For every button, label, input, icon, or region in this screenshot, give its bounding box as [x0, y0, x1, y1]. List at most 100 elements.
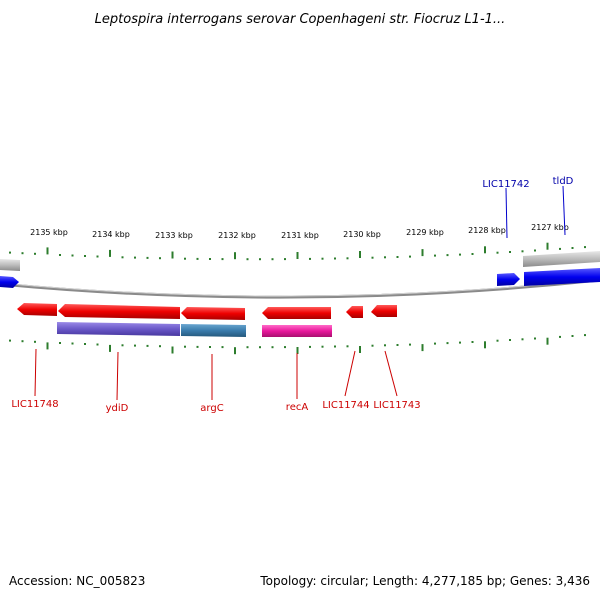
reverse-gene-argC[interactable] [181, 307, 245, 320]
minor-tick [584, 334, 586, 337]
minor-tick [434, 254, 436, 257]
minor-tick [559, 247, 561, 250]
minor-tick [459, 341, 461, 344]
feature-bar-teal [181, 324, 246, 337]
minor-tick [209, 258, 211, 260]
tick-row-bottom [9, 334, 586, 355]
minor-tick [371, 344, 374, 347]
minor-tick [9, 251, 11, 254]
forward-gene-arrow-left [0, 276, 19, 288]
minor-tick [159, 345, 161, 348]
kbp-label-2128: 2128 kbp [468, 226, 506, 235]
gene-label-lic11748[interactable]: LIC11748 [11, 399, 58, 410]
minor-tick [534, 337, 536, 340]
minor-tick [371, 256, 374, 259]
minor-tick [246, 258, 249, 261]
gene-label-ydiD[interactable]: ydiD [106, 403, 129, 414]
kbp-label-2131: 2131 kbp [281, 231, 319, 240]
kbp-label-2129: 2129 kbp [406, 228, 444, 237]
minor-tick [271, 258, 274, 261]
minor-tick [59, 254, 61, 256]
gene-label-recA[interactable]: recA [286, 402, 309, 413]
minor-tick [471, 341, 474, 343]
leader-line-tldD [562, 185, 566, 236]
kbp-label-2135: 2135 kbp [30, 228, 68, 237]
minor-tick [246, 346, 249, 349]
minor-tick [146, 256, 149, 259]
minor-tick [34, 252, 36, 255]
minor-tick [534, 249, 536, 252]
minor-tick [209, 346, 211, 348]
minor-tick [121, 256, 124, 259]
minor-tick [96, 343, 99, 346]
reverse-gene-lic11743[interactable] [371, 305, 397, 317]
leader-line-lic11742 [505, 187, 508, 239]
minor-tick [521, 338, 524, 341]
major-tick [546, 337, 549, 345]
minor-tick [446, 342, 449, 345]
reverse-gene-ydiD[interactable] [58, 304, 180, 319]
minor-tick [159, 257, 161, 260]
minor-tick [134, 344, 136, 347]
minor-tick [259, 346, 261, 349]
leader-line-ydiD [116, 351, 119, 401]
reverse-gene-recA[interactable] [262, 307, 331, 319]
minor-tick [221, 346, 224, 349]
minor-tick [59, 342, 61, 344]
gene-label-lic11744[interactable]: LIC11744 [322, 400, 369, 411]
gray-feature-right [523, 251, 600, 267]
minor-tick [496, 251, 499, 254]
gene-label-argC[interactable]: argC [200, 403, 223, 414]
minor-tick [571, 335, 574, 337]
major-tick [46, 247, 49, 255]
leader-line-lic11748 [34, 348, 37, 397]
major-tick [234, 252, 236, 260]
minor-tick [121, 344, 124, 347]
major-tick [109, 249, 111, 257]
forward-gene-lic11742[interactable] [497, 273, 520, 286]
minor-tick [334, 345, 336, 348]
minor-tick [459, 253, 461, 256]
gray-feature-left [0, 259, 20, 271]
minor-tick [396, 344, 399, 346]
minor-tick [146, 344, 149, 347]
minor-tick [9, 339, 11, 342]
major-tick [546, 242, 549, 250]
minor-tick [346, 257, 349, 260]
summary-text: Topology: circular; Length: 4,277,185 bp… [260, 574, 590, 588]
major-tick [171, 346, 174, 354]
minor-tick [134, 256, 136, 259]
minor-tick [409, 343, 411, 346]
forward-gene-tldD[interactable] [524, 268, 600, 286]
gene-label-lic11742[interactable]: LIC11742 [482, 179, 529, 190]
minor-tick [84, 255, 86, 257]
major-tick [421, 249, 424, 257]
major-tick [359, 251, 361, 258]
kbp-label-2130: 2130 kbp [343, 230, 381, 239]
minor-tick [584, 246, 586, 249]
minor-tick [309, 257, 311, 260]
major-tick [484, 341, 486, 349]
gene-label-tldD[interactable]: tldD [553, 176, 574, 187]
kbp-label-2134: 2134 kbp [92, 230, 130, 239]
minor-tick [509, 251, 511, 253]
minor-tick [396, 256, 399, 258]
minor-tick [446, 254, 449, 257]
major-tick [109, 344, 111, 352]
reverse-gene-lic11748[interactable] [17, 303, 57, 316]
minor-tick [84, 343, 86, 345]
reverse-gene-lic11744[interactable] [346, 306, 363, 318]
minor-tick [221, 258, 224, 261]
kbp-label-2127: 2127 kbp [531, 223, 569, 232]
gene-label-lic11743[interactable]: LIC11743 [373, 400, 420, 411]
major-tick [484, 246, 486, 254]
minor-tick [321, 345, 324, 348]
minor-tick [384, 256, 386, 259]
minor-tick [334, 257, 336, 260]
minor-tick [21, 252, 24, 255]
minor-tick [471, 253, 474, 255]
minor-tick [71, 254, 74, 257]
accession-text: Accession: NC_005823 [9, 574, 146, 588]
minor-tick [71, 342, 74, 345]
